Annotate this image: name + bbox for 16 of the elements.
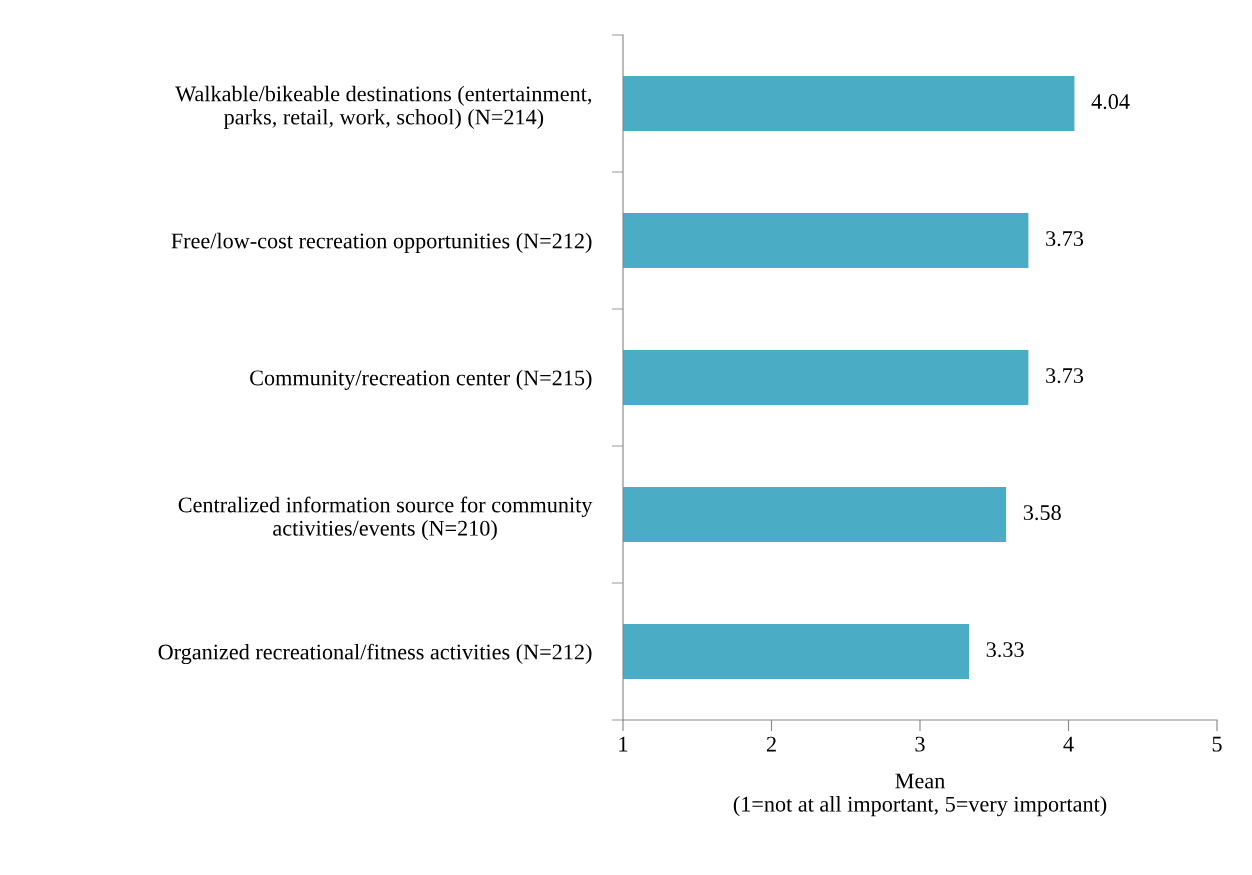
y-tick-label: Organized recreational/fitness activities (N=212)	[158, 643, 592, 665]
x-tick-label: 4	[1063, 736, 1074, 752]
data-label: 4.04	[1091, 94, 1130, 110]
x-tick-label: 2	[766, 736, 776, 752]
y-tick-label: Walkable/bikeable destinations (entertainment, parks, retail, work, school) (N=214)	[175, 85, 592, 130]
y-tick-label: Free/low-cost recreation opportunities (N=212)	[171, 232, 592, 253]
x-tick-label: 1	[619, 736, 628, 752]
data-label: 3.33	[986, 642, 1024, 658]
x-tick-label: 3	[915, 736, 925, 752]
x-axis-title: Mean (1=not at all important, 5=very important)	[733, 773, 1107, 817]
data-label: 3.73	[1046, 368, 1084, 384]
data-label: 3.58	[1023, 505, 1061, 521]
x-tick-label: 5	[1212, 736, 1222, 752]
y-tick-label: Community/recreation center (N=215)	[250, 369, 592, 391]
y-tick-label: Centralized information source for community activities/events (N=210)	[178, 496, 593, 541]
data-label: 3.73	[1046, 231, 1084, 247]
